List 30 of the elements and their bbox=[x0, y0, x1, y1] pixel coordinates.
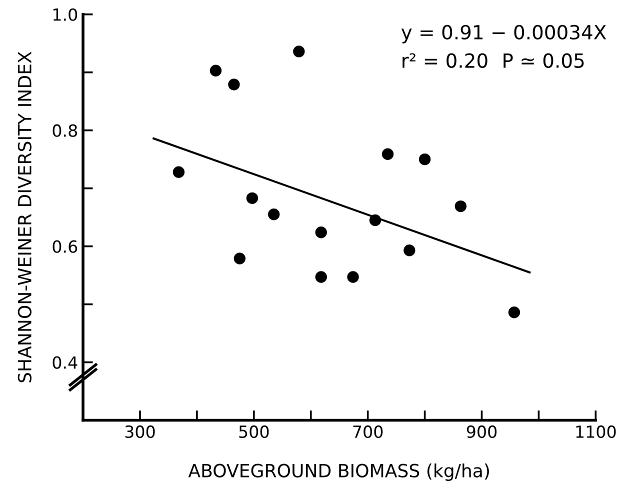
point bbox=[246, 192, 258, 204]
x-tick-label: 300 bbox=[125, 425, 155, 438]
point bbox=[172, 166, 185, 178]
y-tick-label: 1.0 bbox=[53, 8, 78, 21]
annotation: r² = 0.20 bbox=[402, 53, 488, 68]
point bbox=[210, 64, 222, 76]
y-tick-label: 0.4 bbox=[52, 356, 78, 369]
x-tick-label: 1100 bbox=[576, 425, 616, 438]
x-tick-label: 500 bbox=[239, 425, 269, 438]
point bbox=[234, 252, 246, 264]
x-tick-label: 700 bbox=[353, 425, 383, 438]
point bbox=[404, 244, 416, 256]
annotation: y = 0.91 − 0.00034X bbox=[401, 24, 606, 44]
point bbox=[369, 214, 382, 226]
annotation: P ≃ 0.05 bbox=[504, 53, 584, 68]
point bbox=[454, 200, 467, 212]
y-axis-title: SHANNON-WEINER DIVERSITY INDEX bbox=[18, 52, 32, 382]
y-tick-label: 0.6 bbox=[52, 240, 78, 253]
point bbox=[382, 148, 394, 160]
x-tick-label: 900 bbox=[466, 425, 497, 438]
point bbox=[228, 78, 240, 90]
point bbox=[347, 271, 359, 283]
x-axis-title: ABOVEGROUND BIOMASS (kg/ha) bbox=[188, 463, 489, 481]
point bbox=[508, 306, 520, 318]
point bbox=[315, 226, 327, 238]
point bbox=[293, 46, 305, 58]
point bbox=[418, 153, 431, 166]
point bbox=[268, 208, 280, 220]
y-tick-label: 0.8 bbox=[52, 124, 78, 137]
point bbox=[315, 271, 327, 283]
